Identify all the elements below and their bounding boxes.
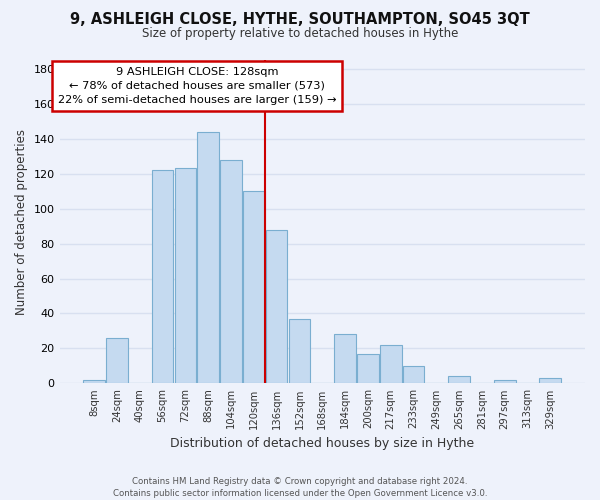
Bar bbox=[289, 318, 310, 384]
Bar bbox=[152, 170, 173, 384]
Bar bbox=[334, 334, 356, 384]
Bar bbox=[220, 160, 242, 384]
Text: Contains HM Land Registry data © Crown copyright and database right 2024.
Contai: Contains HM Land Registry data © Crown c… bbox=[113, 476, 487, 498]
Bar bbox=[106, 338, 128, 384]
Bar bbox=[175, 168, 196, 384]
Text: 9, ASHLEIGH CLOSE, HYTHE, SOUTHAMPTON, SO45 3QT: 9, ASHLEIGH CLOSE, HYTHE, SOUTHAMPTON, S… bbox=[70, 12, 530, 28]
Bar bbox=[448, 376, 470, 384]
Text: 9 ASHLEIGH CLOSE: 128sqm
← 78% of detached houses are smaller (573)
22% of semi-: 9 ASHLEIGH CLOSE: 128sqm ← 78% of detach… bbox=[58, 67, 336, 105]
X-axis label: Distribution of detached houses by size in Hythe: Distribution of detached houses by size … bbox=[170, 437, 475, 450]
Bar bbox=[494, 380, 515, 384]
Bar bbox=[266, 230, 287, 384]
Text: Size of property relative to detached houses in Hythe: Size of property relative to detached ho… bbox=[142, 28, 458, 40]
Y-axis label: Number of detached properties: Number of detached properties bbox=[15, 128, 28, 314]
Bar bbox=[539, 378, 561, 384]
Bar bbox=[380, 345, 401, 384]
Bar bbox=[403, 366, 424, 384]
Bar bbox=[197, 132, 219, 384]
Bar bbox=[243, 191, 265, 384]
Bar bbox=[83, 380, 105, 384]
Bar bbox=[357, 354, 379, 384]
